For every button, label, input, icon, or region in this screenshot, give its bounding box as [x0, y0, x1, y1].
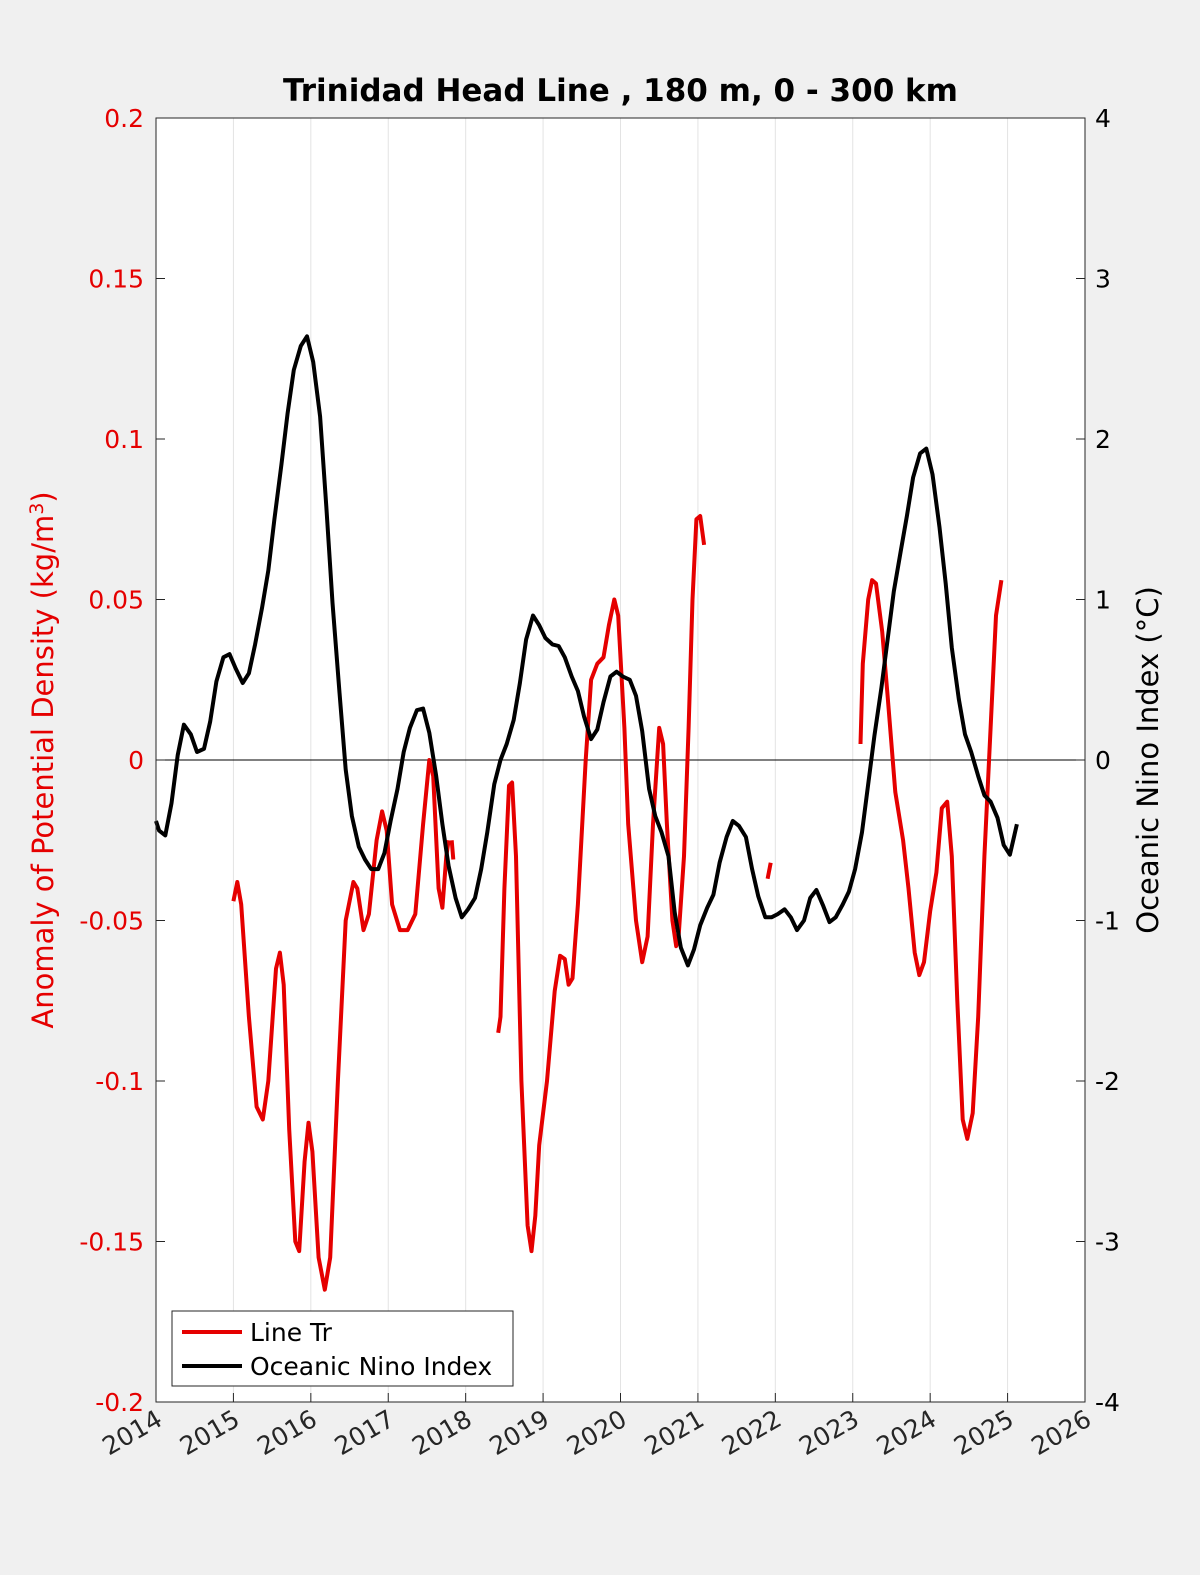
x-tick-label: 2022: [717, 1404, 787, 1461]
x-tick-label: 2025: [949, 1404, 1019, 1461]
x-tick-label: 2015: [175, 1404, 245, 1461]
y-tick-label-right: 3: [1095, 265, 1111, 294]
x-tick-label: 2026: [1026, 1404, 1096, 1461]
series-line-tr: [858, 578, 1004, 1141]
series-line-tr: [765, 862, 773, 880]
y-tick-label-left: -0.15: [79, 1228, 144, 1257]
y-axis-label-right: Oceanic Nino Index (°C): [1131, 586, 1165, 934]
y-tick-label-right: 0: [1095, 746, 1111, 775]
x-tick-label: 2018: [407, 1404, 477, 1461]
y-tick-label-right: -3: [1095, 1228, 1120, 1257]
legend-label-line-tr: Line Tr: [250, 1318, 333, 1347]
x-tick-label: 2021: [639, 1404, 709, 1461]
y-axis-label-left-sup: 3: [26, 503, 48, 515]
series-line-tr: [496, 514, 707, 1254]
legend: Line Tr Oceanic Nino Index: [171, 1310, 514, 1387]
y-tick-label-left: -0.2: [95, 1388, 144, 1417]
x-tick-label: 2020: [562, 1404, 632, 1461]
y-axis-label-left-text: Anomaly of Potential Density (kg/m: [26, 515, 60, 1029]
y-tick-label-left: -0.1: [95, 1067, 144, 1096]
ticks-group: 2 0 1 4 2015 2016 2017 2018 2019 2020 2021 2022 2023…: [79, 104, 1120, 1461]
x-tick-label: 2023: [794, 1404, 864, 1461]
y-tick-label-left: 0.2: [104, 104, 144, 133]
y-tick-label-right: 4: [1095, 104, 1111, 133]
y-tick-label-right: -1: [1095, 907, 1120, 936]
x-tick-label: 2016: [252, 1404, 322, 1461]
series-line-tr: [231, 758, 451, 1292]
y-tick-label-right: 2: [1095, 425, 1111, 454]
y-tick-label-left: 0.1: [104, 425, 144, 454]
x-tick-label: 2019: [484, 1404, 554, 1461]
chart-title: Trinidad Head Line , 180 m, 0 - 300 km: [283, 73, 958, 109]
y-tick-label-left: 0: [128, 746, 144, 775]
legend-label-oni: Oceanic Nino Index: [250, 1352, 492, 1381]
y-tick-label-right: -4: [1095, 1388, 1120, 1417]
series-line-tr: [449, 840, 456, 860]
y-tick-label-right: 1: [1095, 586, 1111, 615]
legend-box: [171, 1310, 514, 1387]
y-tick-label-left: -0.05: [79, 907, 144, 936]
x-tick-label: 2024: [872, 1404, 942, 1461]
series-group: [154, 334, 1019, 1292]
y-tick-label-right: -2: [1095, 1067, 1120, 1096]
series-oceanic-nino-index: [154, 334, 1019, 968]
y-tick-label-left: 0.05: [88, 586, 144, 615]
y-axis-label-left: Anomaly of Potential Density (kg/m3): [26, 491, 60, 1028]
y-axis-label-left-close: ): [26, 491, 60, 502]
y-tick-label-left: 0.15: [88, 265, 144, 294]
x-tick-label: 2017: [330, 1404, 400, 1461]
